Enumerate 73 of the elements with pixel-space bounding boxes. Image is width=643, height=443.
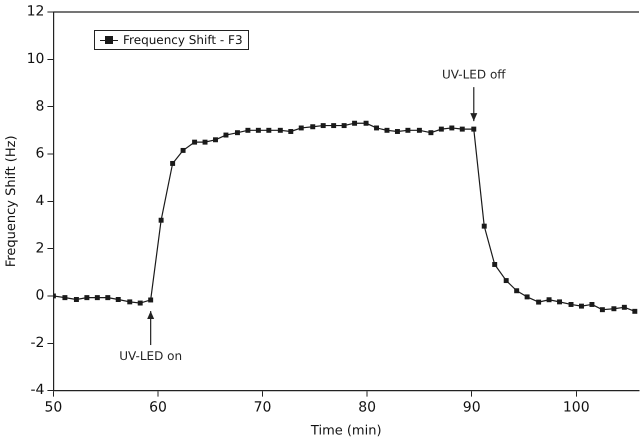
point (331, 123, 336, 128)
point (84, 295, 90, 300)
point (213, 137, 218, 142)
y-tick-label: 2 (35, 240, 44, 256)
point (192, 140, 198, 145)
x-tick-label: 70 (254, 400, 272, 416)
point (546, 297, 552, 302)
point (482, 224, 487, 229)
x-axis-title: Time (min) (310, 424, 382, 439)
point (74, 297, 79, 302)
y-axis-title: Frequency Shift (Hz) (4, 135, 20, 268)
point (471, 126, 476, 132)
point (298, 125, 304, 130)
point (364, 120, 369, 126)
point (127, 299, 132, 304)
point (256, 128, 261, 133)
legend-label: Frequency Shift - F3 (123, 33, 243, 47)
y-tick-label: 4 (35, 192, 44, 209)
point (449, 125, 454, 130)
point (504, 278, 509, 284)
point (94, 295, 100, 300)
annotation: UV-LED off (442, 67, 506, 82)
y-tick-label: -2 (30, 334, 44, 351)
point (632, 308, 638, 314)
point (405, 128, 410, 133)
point (62, 295, 68, 300)
point (492, 262, 498, 267)
point (352, 120, 358, 126)
point (116, 297, 121, 302)
y-tick-label: 6 (35, 146, 44, 162)
point (278, 128, 283, 133)
x-tick-label: 50 (44, 400, 62, 416)
point (438, 126, 444, 132)
point (514, 288, 520, 294)
point (170, 160, 176, 166)
y-tick-label: 8 (35, 98, 44, 114)
point (245, 128, 250, 133)
point (589, 302, 594, 307)
point (288, 129, 294, 134)
point (394, 129, 400, 134)
point (428, 130, 434, 136)
point (611, 306, 616, 312)
point (342, 123, 347, 128)
y-tick-label: 0 (35, 288, 44, 304)
y-tick-label: 10 (26, 50, 44, 67)
point (266, 128, 272, 133)
point (105, 295, 110, 300)
point (524, 294, 530, 300)
annotation: UV-LED on (119, 349, 182, 364)
point (320, 123, 326, 128)
point (460, 126, 465, 132)
point (622, 304, 627, 310)
point (416, 128, 422, 133)
point (374, 125, 380, 130)
point (223, 132, 228, 138)
x-tick-label: 90 (462, 400, 481, 416)
point (234, 130, 240, 136)
point (148, 298, 154, 302)
point (568, 302, 574, 307)
point (579, 304, 584, 309)
point (536, 300, 542, 305)
point (158, 218, 164, 223)
x-tick-label: 60 (149, 400, 167, 416)
x-tick-label: 80 (358, 400, 376, 416)
point (202, 140, 208, 145)
y-tick-label: -4 (30, 382, 44, 398)
x-tick-label: 100 (562, 400, 590, 416)
point (384, 128, 390, 133)
point (180, 148, 186, 153)
point (138, 300, 143, 306)
point (600, 307, 605, 312)
y-tick-label: 12 (26, 4, 44, 20)
point (557, 299, 562, 304)
